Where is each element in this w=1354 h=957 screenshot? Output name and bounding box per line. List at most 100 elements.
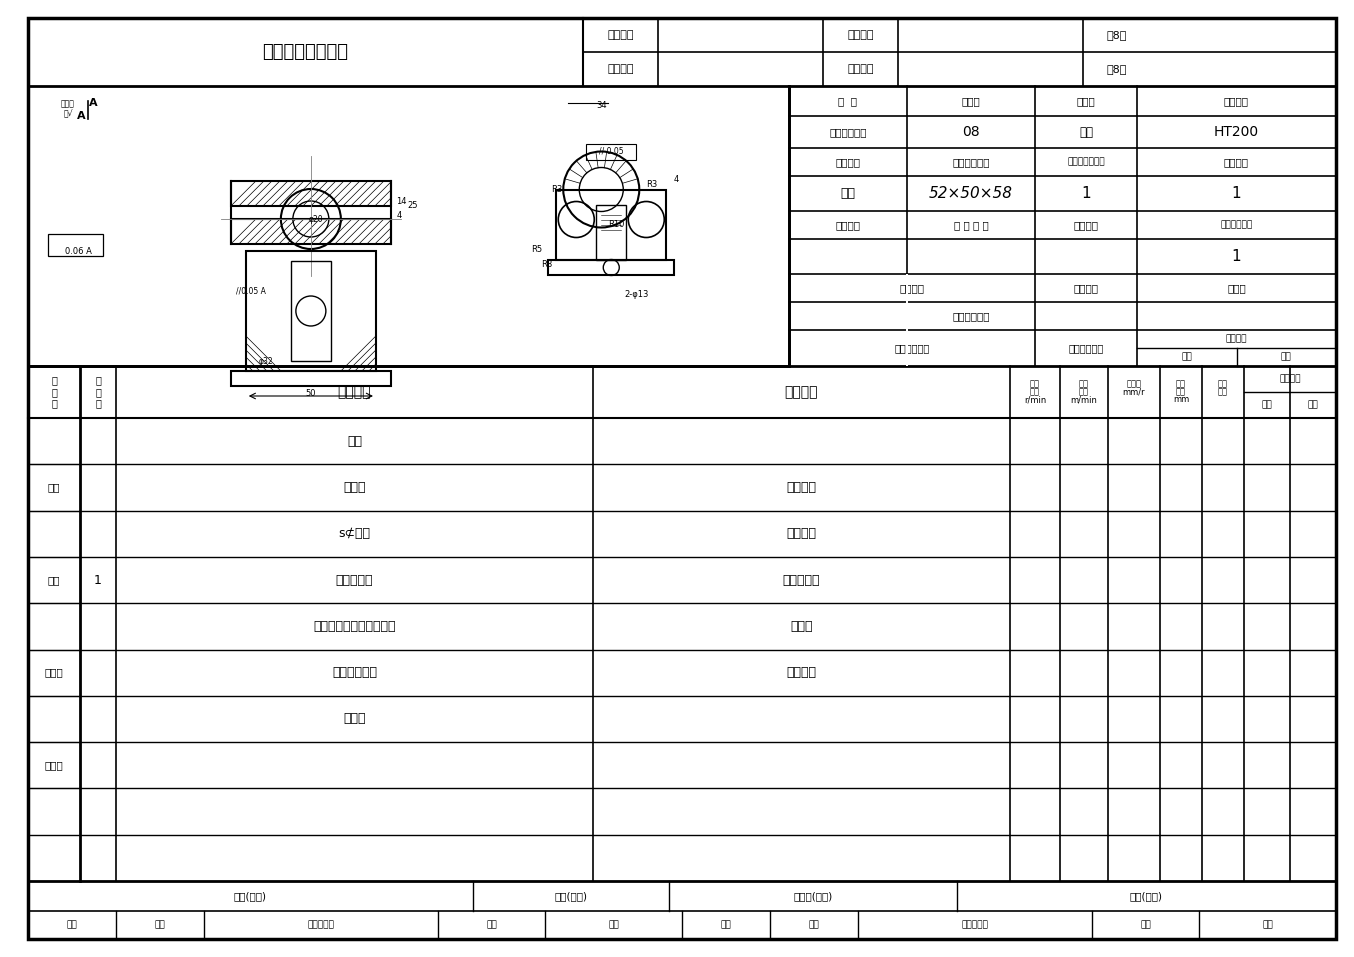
Text: 工序号: 工序号 bbox=[961, 96, 980, 106]
Text: 0.06 A: 0.06 A bbox=[65, 247, 92, 256]
Text: 52×50×58: 52×50×58 bbox=[929, 186, 1013, 201]
Text: 4: 4 bbox=[397, 211, 402, 220]
Bar bbox=[232, 219, 391, 244]
Text: 设计(日期): 设计(日期) bbox=[234, 891, 267, 901]
Text: 设 备 型 号: 设 备 型 号 bbox=[953, 220, 988, 230]
Text: 工
步
号: 工 步 号 bbox=[51, 375, 57, 409]
Bar bbox=[596, 205, 627, 259]
Bar bbox=[586, 144, 636, 160]
Text: 右端面，水平通孔，倒角: 右端面，水平通孔，倒角 bbox=[313, 620, 395, 633]
Text: 产品型号: 产品型号 bbox=[607, 30, 634, 40]
Text: 机床加工车间: 机床加工车间 bbox=[829, 127, 867, 137]
Text: 共8页: 共8页 bbox=[1106, 30, 1127, 40]
Text: 审核(日期): 审核(日期) bbox=[554, 891, 588, 901]
Text: 描图: 描图 bbox=[47, 482, 60, 493]
Text: 工艺装备: 工艺装备 bbox=[785, 385, 818, 399]
Text: 签字: 签字 bbox=[486, 921, 497, 929]
Text: 更改文件号: 更改文件号 bbox=[961, 921, 988, 929]
Text: m/min: m/min bbox=[1071, 395, 1098, 405]
Text: 零件图号: 零件图号 bbox=[848, 30, 873, 40]
Bar bbox=[556, 189, 666, 259]
Text: 产品名称: 产品名称 bbox=[607, 64, 634, 74]
Text: 日期: 日期 bbox=[1262, 921, 1273, 929]
Text: 工序工时: 工序工时 bbox=[1225, 335, 1247, 344]
Bar bbox=[548, 259, 674, 275]
Bar bbox=[246, 251, 376, 371]
Text: 主轴: 主轴 bbox=[1030, 380, 1040, 389]
Text: 竖直量通孔: 竖直量通孔 bbox=[336, 573, 374, 587]
Text: 08: 08 bbox=[963, 125, 980, 139]
Text: 游标卡尺: 游标卡尺 bbox=[787, 481, 816, 494]
Text: r/min: r/min bbox=[1024, 395, 1047, 405]
Text: 切削: 切削 bbox=[1079, 380, 1089, 389]
Text: 每台件数: 每台件数 bbox=[1224, 157, 1248, 167]
Text: 会签(日期): 会签(日期) bbox=[1129, 891, 1163, 901]
Text: 游标卡尺: 游标卡尺 bbox=[787, 666, 816, 679]
Text: 2-φ13: 2-φ13 bbox=[624, 290, 649, 299]
Text: 车  间: 车 间 bbox=[838, 96, 857, 106]
Text: 夹具编号: 夹具编号 bbox=[899, 283, 925, 293]
Text: 处数: 处数 bbox=[154, 921, 165, 929]
Text: 转速: 转速 bbox=[1030, 388, 1040, 396]
Text: 4: 4 bbox=[674, 175, 678, 184]
Text: R3: R3 bbox=[551, 185, 562, 194]
Text: 准终: 准终 bbox=[1182, 352, 1192, 362]
Text: φ20: φ20 bbox=[309, 214, 324, 224]
Text: 切削液: 切削液 bbox=[1227, 283, 1246, 293]
Text: 工步内容: 工步内容 bbox=[337, 385, 371, 399]
Text: 标记: 标记 bbox=[66, 921, 77, 929]
Bar bbox=[28, 557, 80, 603]
Text: 处数: 处数 bbox=[808, 921, 819, 929]
Text: 设备编号: 设备编号 bbox=[1074, 220, 1098, 230]
Text: R3: R3 bbox=[646, 180, 657, 189]
Text: 零件名称: 零件名称 bbox=[848, 64, 873, 74]
Text: 底图号: 底图号 bbox=[45, 668, 64, 678]
Text: R8: R8 bbox=[540, 260, 552, 269]
Text: 材料牌号: 材料牌号 bbox=[1224, 96, 1248, 106]
Text: 上端面: 上端面 bbox=[344, 481, 366, 494]
Text: 签字: 签字 bbox=[1140, 921, 1151, 929]
Text: 描校: 描校 bbox=[47, 575, 60, 585]
Text: 工步工时: 工步工时 bbox=[1280, 374, 1301, 384]
Text: HT200: HT200 bbox=[1215, 125, 1259, 139]
Text: 标准化(日期): 标准化(日期) bbox=[793, 891, 833, 901]
Bar bbox=[906, 274, 909, 330]
Text: 辅助: 辅助 bbox=[1308, 400, 1319, 410]
Text: φ32: φ32 bbox=[259, 357, 274, 366]
Text: 更改文件号: 更改文件号 bbox=[307, 921, 334, 929]
Text: R5: R5 bbox=[531, 245, 542, 254]
Bar bbox=[291, 261, 330, 361]
Text: 夹具名称: 夹具名称 bbox=[1074, 283, 1098, 293]
Bar bbox=[28, 650, 80, 696]
Text: A: A bbox=[77, 111, 85, 121]
Bar bbox=[28, 742, 80, 789]
Text: 标记: 标记 bbox=[720, 921, 731, 929]
Text: 工位器具名称: 工位器具名称 bbox=[1068, 343, 1104, 353]
Text: // 0.05: // 0.05 bbox=[598, 147, 624, 156]
Text: 刀量: 刀量 bbox=[1177, 388, 1186, 396]
Text: 机动: 机动 bbox=[1262, 400, 1273, 410]
Text: 水平槽: 水平槽 bbox=[344, 712, 366, 725]
Text: 日期: 日期 bbox=[608, 921, 619, 929]
Bar bbox=[906, 330, 909, 366]
Text: 34: 34 bbox=[596, 101, 607, 110]
Text: //0.05 A: //0.05 A bbox=[236, 286, 265, 296]
Text: 备胚: 备胚 bbox=[347, 434, 362, 448]
Text: 装订号: 装订号 bbox=[45, 760, 64, 770]
Text: A: A bbox=[89, 98, 97, 108]
Bar bbox=[47, 234, 103, 256]
Text: 工
步
号: 工 步 号 bbox=[95, 375, 102, 409]
Text: 铸件: 铸件 bbox=[841, 187, 856, 200]
Text: 1: 1 bbox=[1232, 186, 1242, 201]
Text: 速度: 速度 bbox=[1079, 388, 1089, 396]
Text: 单件: 单件 bbox=[1281, 352, 1292, 362]
Text: 同时加工件数: 同时加工件数 bbox=[1220, 220, 1252, 230]
Text: 游标卡尺: 游标卡尺 bbox=[787, 527, 816, 541]
Text: R10: R10 bbox=[608, 220, 624, 229]
Text: 25: 25 bbox=[408, 202, 418, 211]
Text: 毛坯外形尺寸: 毛坯外形尺寸 bbox=[952, 157, 990, 167]
Text: 50: 50 bbox=[306, 389, 315, 397]
Text: 专用铣床夹具: 专用铣床夹具 bbox=[952, 311, 990, 321]
Text: mm/r: mm/r bbox=[1122, 388, 1145, 396]
Text: 粗糙度
全√: 粗糙度 全√ bbox=[61, 100, 74, 119]
